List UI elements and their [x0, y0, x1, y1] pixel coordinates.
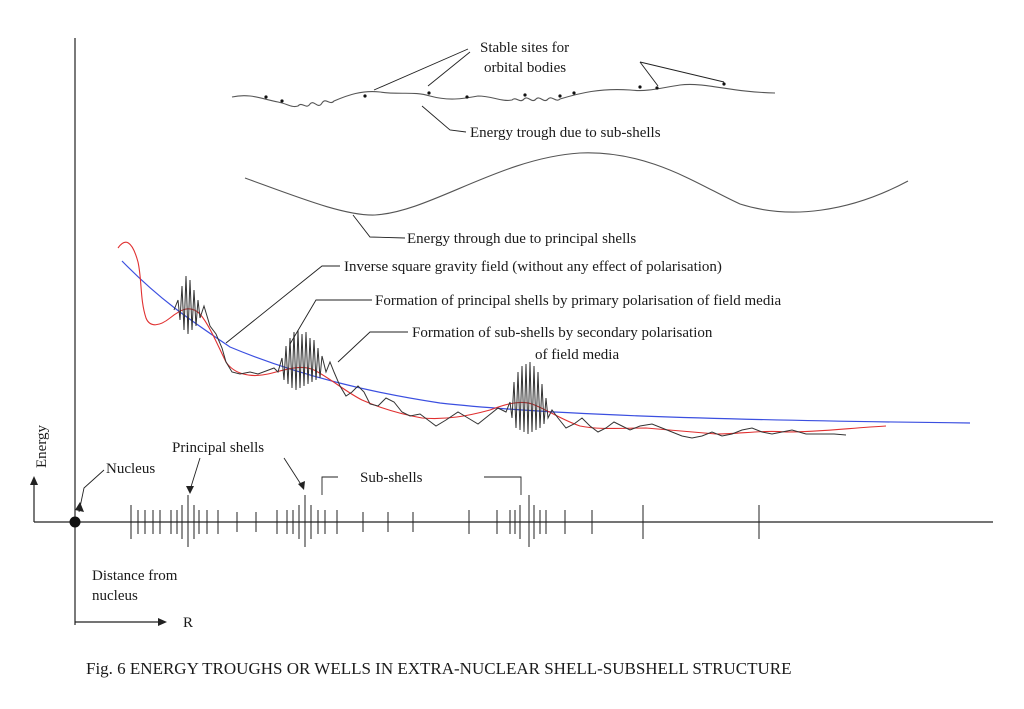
energy-axis-label: Energy — [34, 424, 50, 468]
subshell-formation-label-line2: of field media — [535, 347, 619, 363]
energy-key-arrow — [30, 476, 38, 485]
subshell-formation-leader — [337, 331, 408, 363]
stable-site-dot — [264, 95, 268, 99]
stable-sites-leader — [427, 51, 471, 87]
nucleus-dot — [69, 516, 81, 528]
r-key-arrow — [158, 618, 167, 626]
sub-shells-bracket-left — [321, 476, 338, 495]
stable-site-dot — [363, 94, 367, 98]
principal-shells-label: Principal shells — [172, 440, 264, 456]
principal-trough-group: Energy through due to principal shells — [244, 152, 909, 247]
principal-shells-arrow-right — [298, 481, 305, 490]
stable-site-dot — [572, 91, 576, 95]
stable-site-dot — [638, 85, 642, 89]
stable-site-dot — [558, 94, 562, 98]
gravity-field-label: Inverse square gravity field (without an… — [344, 259, 722, 275]
principal-formation-leader — [289, 299, 372, 345]
sub-shells-label: Sub-shells — [360, 470, 423, 486]
energy-curves-group: Inverse square gravity field (without an… — [117, 241, 971, 439]
r-axis-label: R — [183, 615, 193, 631]
shell-labels-group: Principal shells Sub-shells — [172, 440, 522, 495]
stable-site-dot — [280, 99, 284, 103]
subshell-trough-leader — [421, 105, 467, 133]
axes-group: Energy Nucleus Distance from nucleus R — [30, 38, 993, 631]
principal-trough-label: Energy through due to principal shells — [407, 231, 636, 247]
subshell-trough-curve — [231, 83, 776, 108]
nucleus-leader-arrow — [75, 502, 84, 512]
stable-site-dot — [722, 82, 726, 86]
principal-trough-leader — [352, 214, 406, 239]
shell-ticks-group — [130, 495, 760, 547]
stable-site-dot — [655, 86, 659, 90]
principal-formation-label: Formation of principal shells by primary… — [375, 293, 781, 309]
gravity-field-leader — [225, 265, 340, 344]
principal-trough-curve — [244, 152, 909, 216]
polarisation-curve — [117, 241, 887, 435]
stable-sites-leader — [639, 61, 659, 87]
subshell-trough-group: Stable sites for orbital bodies Energy t… — [231, 40, 776, 141]
stable-sites-label-line1: Stable sites for — [480, 40, 569, 56]
nucleus-label: Nucleus — [106, 461, 155, 477]
principal-shells-leader-right — [283, 457, 303, 487]
subshell-trough-label: Energy trough due to sub-shells — [470, 125, 661, 141]
shell-oscillation-curve — [173, 275, 847, 439]
nucleus-leader — [78, 469, 105, 513]
gravity-field-curve — [121, 260, 971, 424]
subshell-formation-label-line1: Formation of sub-shells by secondary pol… — [412, 325, 713, 341]
principal-shells-arrow-left — [186, 486, 194, 494]
stable-sites-leader — [639, 61, 725, 83]
sub-shells-bracket-right — [484, 476, 522, 495]
stable-site-dot — [465, 95, 469, 99]
distance-label-line2: nucleus — [92, 588, 138, 604]
stable-sites-leader — [373, 48, 469, 91]
stable-sites-label-line2: orbital bodies — [484, 60, 566, 76]
figure-caption: Fig. 6 ENERGY TROUGHS OR WELLS IN EXTRA-… — [86, 659, 792, 678]
stable-site-dot — [523, 93, 527, 97]
distance-label-line1: Distance from — [92, 568, 178, 584]
principal-shells-leader-left — [189, 457, 201, 491]
stable-site-dot — [427, 91, 431, 95]
